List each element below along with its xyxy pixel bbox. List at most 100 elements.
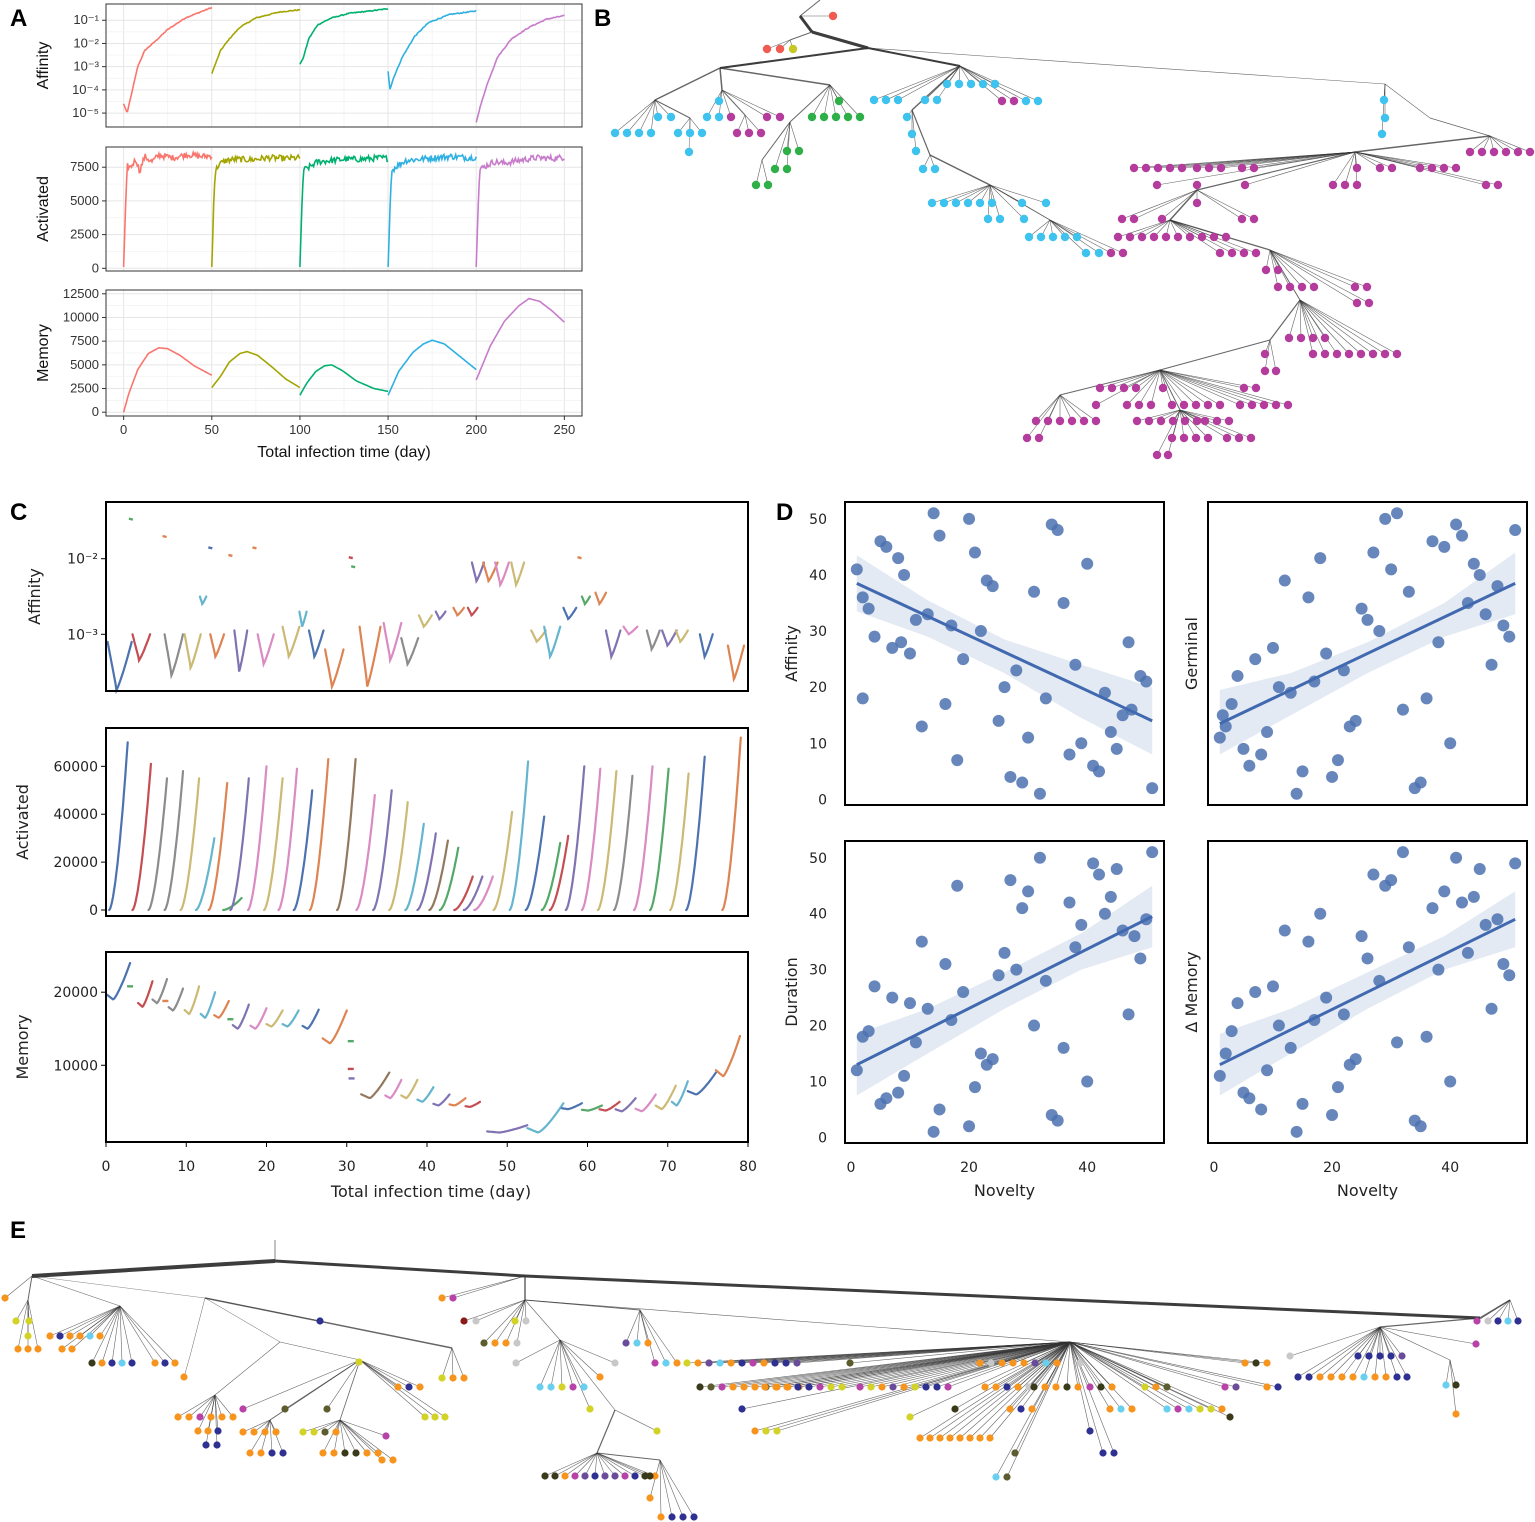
tree-node [714, 112, 724, 122]
tree-node [783, 1383, 791, 1391]
tree-node [1215, 400, 1225, 410]
tree-node [1196, 1405, 1204, 1413]
tree-node [1221, 232, 1231, 242]
tree-branch [574, 1452, 598, 1477]
tree-node [775, 44, 785, 54]
tree-branch [979, 1341, 1071, 1364]
tree-node [1021, 96, 1031, 106]
tree-branch [214, 1341, 281, 1396]
scatter-point [1497, 619, 1510, 632]
tree-node [794, 1383, 802, 1391]
tree-node [918, 164, 928, 174]
activated-spike [612, 774, 634, 912]
tree-node [1284, 333, 1294, 343]
tree-node [922, 1383, 930, 1391]
tree-branch [1269, 249, 1356, 288]
tree-branch [1049, 219, 1124, 254]
scatter-point [1122, 1008, 1135, 1021]
tree-branch [786, 121, 791, 170]
tree-node [1137, 232, 1147, 242]
tree-node [926, 1434, 934, 1442]
x-tick-label: 20 [1323, 1160, 1341, 1176]
tree-node [1362, 282, 1372, 292]
tree-node [1028, 1405, 1036, 1413]
tree-node [1033, 96, 1043, 106]
tree-node [1055, 416, 1065, 426]
tree-branch [1159, 369, 1257, 389]
scatter-point [1432, 636, 1445, 649]
scatter-point [1456, 529, 1469, 542]
y-tick-label: 0 [89, 903, 98, 919]
tree-node [1501, 147, 1511, 157]
tree-node [1119, 383, 1129, 393]
tree-branch [1253, 151, 1356, 169]
tree-node [631, 1472, 639, 1480]
scatter-point [1479, 608, 1492, 621]
activated-spike [462, 875, 484, 912]
tree-node [1099, 1449, 1107, 1457]
y-tick-label: 10000 [63, 309, 99, 324]
tree-branch [1006, 1341, 1071, 1388]
tree-branch [808, 1341, 1071, 1388]
tree-node [966, 1434, 974, 1442]
tree-branch [990, 1341, 1071, 1364]
tree-node [46, 1332, 54, 1340]
activated-spike [540, 841, 562, 912]
tree-node [869, 95, 879, 105]
activated-spike [580, 767, 602, 912]
tree-node [992, 1473, 1000, 1481]
tree-node [1158, 383, 1168, 393]
tree-branch [199, 1394, 216, 1418]
tree-branch [741, 1341, 1071, 1410]
scatter-point [1110, 862, 1123, 875]
y-axis-label: Affinity [25, 568, 44, 625]
scatter-point [1022, 731, 1035, 744]
tree-node [185, 1413, 193, 1421]
tree-node [794, 146, 804, 156]
panel-a-subplot-0: 10⁻¹ 10⁻² 10⁻³ 10⁻⁴ 10⁻⁵ Affinity [35, 3, 583, 128]
tree-node [171, 1359, 179, 1367]
affinity-curve [298, 610, 308, 627]
memory-curve [634, 1093, 657, 1113]
tree-branch [564, 1452, 598, 1477]
tree-node [1019, 214, 1029, 224]
series-line-4 [387, 339, 477, 396]
tree-node [1203, 400, 1213, 410]
tree-node [611, 1359, 619, 1367]
y-tick-label: 10⁻² [67, 552, 98, 568]
tree-node [1022, 433, 1032, 443]
tree-branch [71, 1305, 121, 1350]
scatter-point [957, 986, 970, 998]
activated-spike [649, 767, 670, 912]
y-tick-label: 0 [818, 792, 827, 808]
tree-branch [639, 1309, 678, 1364]
series-line-3 [299, 7, 389, 65]
confidence-band [856, 555, 1153, 755]
tree-node [1167, 433, 1177, 443]
tree-node [1191, 433, 1201, 443]
tree-node [25, 1317, 33, 1325]
scatter-point [1414, 776, 1427, 789]
tree-node [1, 1294, 9, 1302]
scatter-point [1337, 1008, 1350, 1021]
affinity-curve [604, 629, 622, 661]
tree-node [1377, 129, 1387, 139]
tree-node [382, 1432, 390, 1440]
tree-node [1192, 198, 1202, 208]
tree-node [1097, 1383, 1105, 1391]
scatter-point [1438, 540, 1451, 553]
scatter-point [1349, 1053, 1362, 1066]
tree-branch [91, 1305, 121, 1364]
affinity-curve [209, 633, 226, 660]
panel-a-subplot-1: 0 2500 5000 7500 Activated [35, 146, 583, 275]
activated-spike [428, 839, 449, 912]
y-tick-label: 50 [809, 851, 827, 867]
tree-node [174, 1413, 182, 1421]
tree-node [1294, 1373, 1302, 1381]
tree-branch [1023, 1341, 1071, 1364]
tree-node [1222, 433, 1232, 443]
y-axis-label: Duration [782, 957, 801, 1027]
scatter-point [1266, 980, 1279, 993]
tree-node [944, 1383, 952, 1391]
tree-branch [625, 1309, 641, 1344]
